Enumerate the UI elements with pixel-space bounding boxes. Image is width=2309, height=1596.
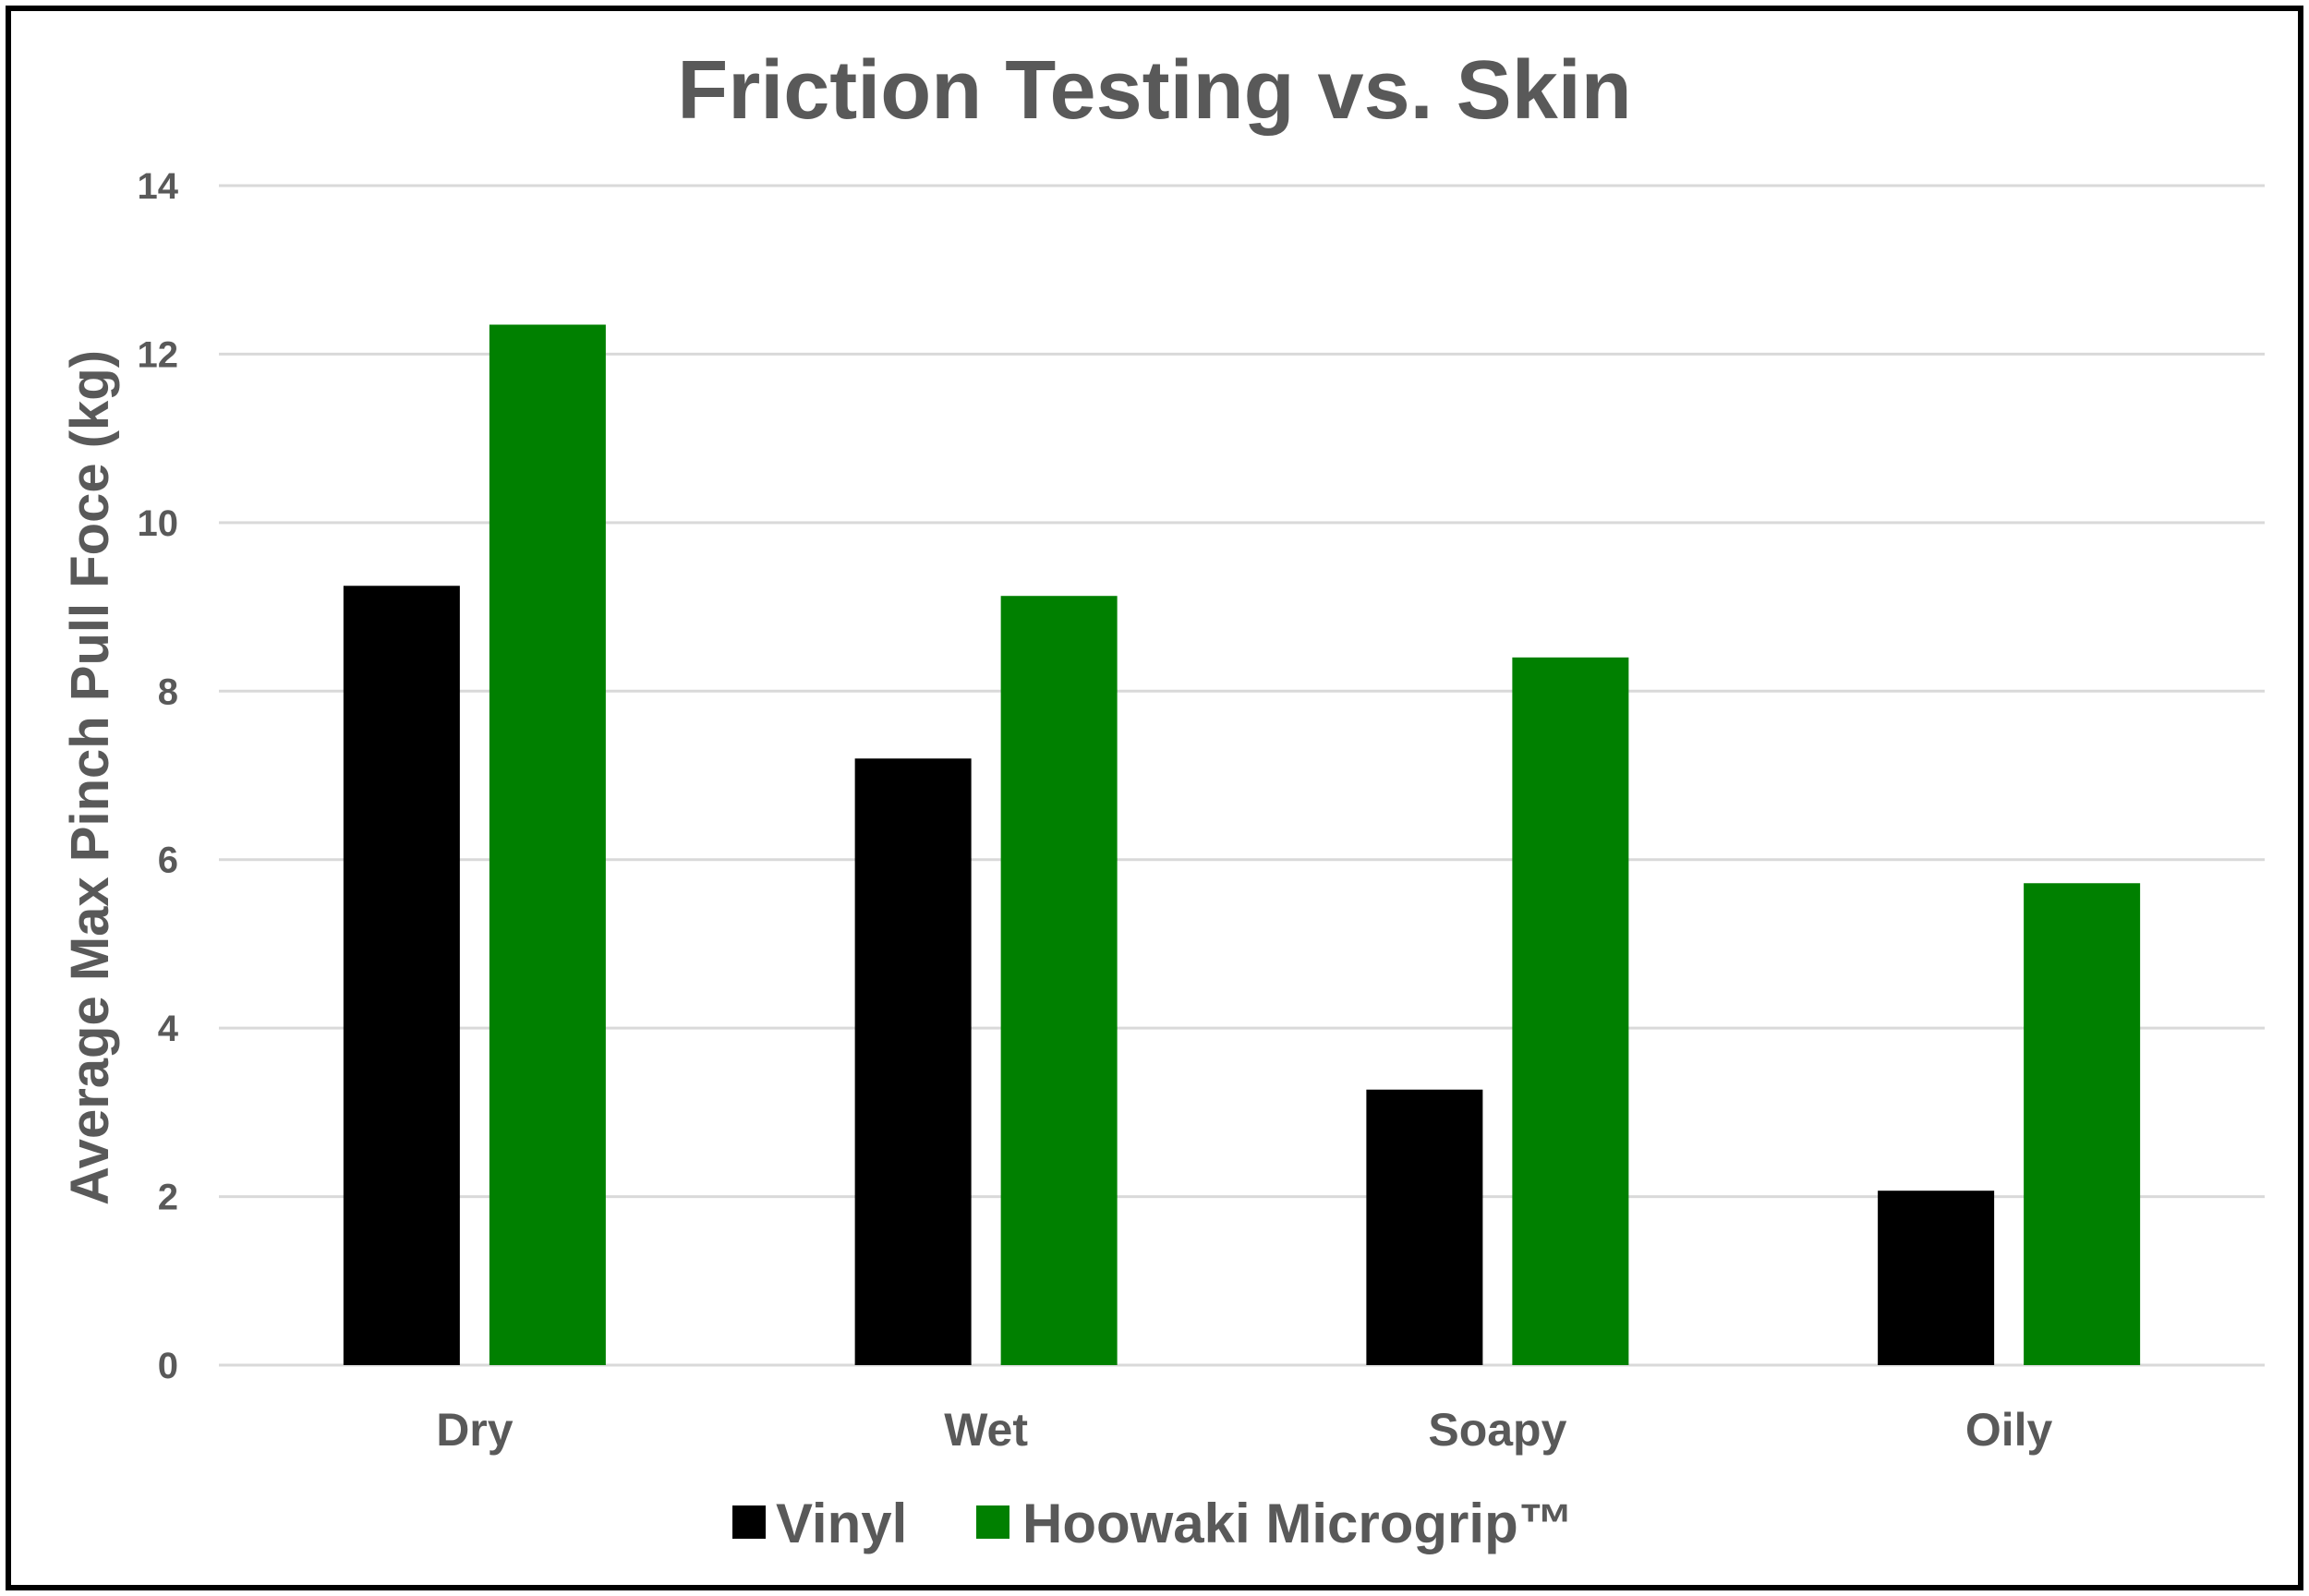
bar-oily-microgrip <box>2024 883 2141 1365</box>
bar-oily-vinyl <box>1878 1191 1995 1365</box>
y-tick-label: 12 <box>138 334 179 375</box>
bar-dry-microgrip <box>489 324 606 1366</box>
legend-label: Vinyl <box>776 1493 907 1554</box>
bar-wet-microgrip <box>1000 596 1118 1365</box>
y-tick-label: 4 <box>158 1009 179 1049</box>
legend-swatch <box>732 1505 766 1539</box>
y-tick-label: 10 <box>138 503 179 544</box>
x-category-label: Oily <box>1965 1404 2053 1456</box>
legend-label: Hoowaki Microgrip™ <box>1022 1493 1574 1554</box>
x-category-label: Dry <box>436 1404 514 1456</box>
bar-wet-vinyl <box>854 758 972 1365</box>
bar-soapy-microgrip <box>1512 657 1629 1365</box>
legend-swatch <box>976 1505 1009 1539</box>
chart-title: Friction Testing vs. Skin <box>677 44 1632 137</box>
y-tick-label: 2 <box>158 1178 178 1218</box>
bar-dry-vinyl <box>343 586 460 1365</box>
x-category-label: Wet <box>944 1404 1028 1456</box>
y-tick-label: 0 <box>158 1346 178 1386</box>
y-tick-label: 14 <box>138 166 179 207</box>
x-category-label: Soapy <box>1428 1404 1566 1456</box>
bar-soapy-vinyl <box>1366 1089 1483 1365</box>
bars <box>343 324 2141 1366</box>
category-labels: Dry Wet Soapy Oily <box>436 1404 2052 1456</box>
y-axis-title: Average Max Pinch Pull Foce (kg) <box>60 350 120 1205</box>
y-tick-label: 8 <box>158 671 178 712</box>
legend: Vinyl Hoowaki Microgrip™ <box>732 1493 1574 1554</box>
y-tick-labels: 0 2 4 6 8 10 12 14 <box>138 166 179 1386</box>
y-tick-label: 6 <box>158 840 178 881</box>
